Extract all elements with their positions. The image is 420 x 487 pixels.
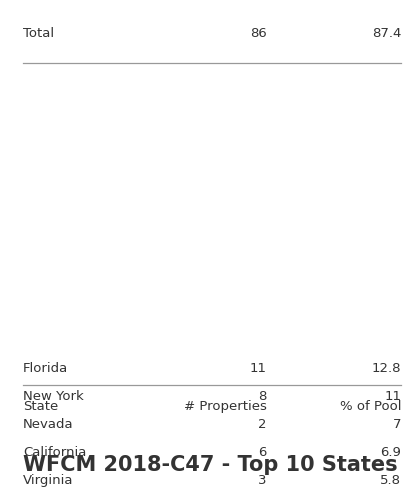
- Text: Nevada: Nevada: [23, 418, 74, 431]
- Text: % of Pool: % of Pool: [340, 400, 401, 413]
- Text: Virginia: Virginia: [23, 474, 74, 487]
- Text: 86: 86: [250, 27, 267, 40]
- Text: 6.9: 6.9: [380, 446, 401, 459]
- Text: 8: 8: [258, 390, 267, 403]
- Text: Florida: Florida: [23, 362, 68, 375]
- Text: # Properties: # Properties: [184, 400, 267, 413]
- Text: 12.8: 12.8: [372, 362, 401, 375]
- Text: State: State: [23, 400, 58, 413]
- Text: New York: New York: [23, 390, 84, 403]
- Text: 2: 2: [258, 418, 267, 431]
- Text: California: California: [23, 446, 87, 459]
- Text: 7: 7: [393, 418, 401, 431]
- Text: 87.4: 87.4: [372, 27, 401, 40]
- Text: 11: 11: [384, 390, 401, 403]
- Text: Total: Total: [23, 27, 54, 40]
- Text: 11: 11: [250, 362, 267, 375]
- Text: WFCM 2018-C47 - Top 10 States: WFCM 2018-C47 - Top 10 States: [23, 455, 398, 475]
- Text: 3: 3: [258, 474, 267, 487]
- Text: 5.8: 5.8: [380, 474, 401, 487]
- Text: 6: 6: [258, 446, 267, 459]
